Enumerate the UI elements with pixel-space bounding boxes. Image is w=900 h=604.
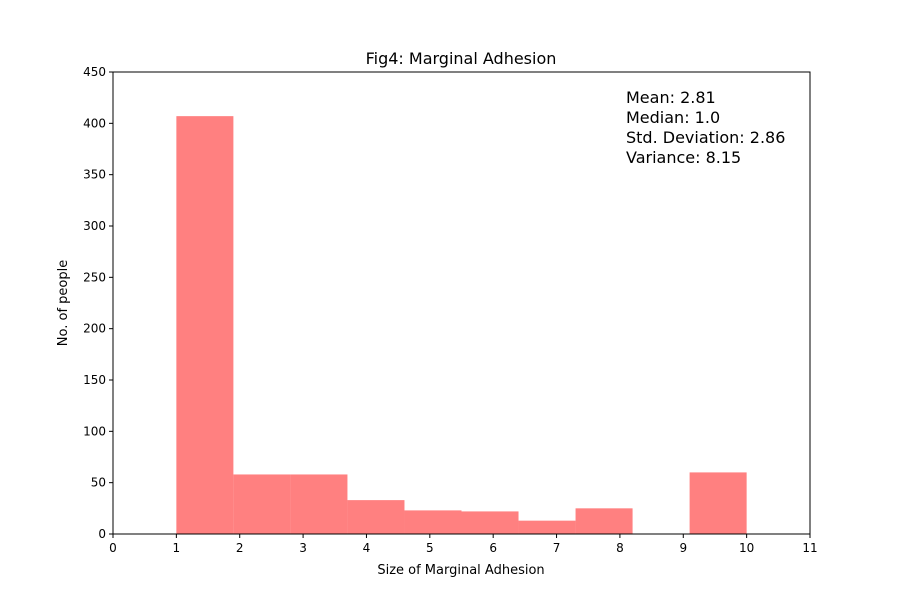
y-tick-label: 150 (83, 373, 106, 387)
x-tick-label: 8 (616, 541, 624, 555)
histogram-bar-7 (518, 520, 576, 534)
x-tick-label: 5 (426, 541, 434, 555)
x-tick-label: 4 (363, 541, 371, 555)
x-tick-label: 9 (679, 541, 687, 555)
y-axis-label: No. of people (56, 260, 71, 346)
histogram-bar-10 (689, 472, 747, 534)
histogram-bar-4 (347, 500, 405, 534)
histogram-bar-2 (233, 474, 291, 534)
x-tick-label: 2 (236, 541, 244, 555)
stats-annotation-line: Std. Deviation: 2.86 (626, 128, 785, 147)
x-axis-label: Size of Marginal Adhesion (377, 563, 544, 578)
y-tick-label: 0 (98, 527, 106, 541)
x-tick-label: 10 (739, 541, 754, 555)
y-tick-label: 50 (91, 476, 106, 490)
x-tick-label: 3 (299, 541, 307, 555)
x-tick-label: 0 (109, 541, 117, 555)
y-tick-label: 450 (83, 65, 106, 79)
stats-annotation-line: Variance: 8.15 (626, 148, 741, 167)
y-tick-label: 300 (83, 219, 106, 233)
y-tick-label: 400 (83, 116, 106, 130)
x-tick-label: 11 (802, 541, 817, 555)
y-tick-label: 350 (83, 168, 106, 182)
histogram-bar-1 (176, 116, 234, 534)
histogram-bar-5 (404, 510, 462, 534)
plot-frame (112, 71, 811, 535)
bars-group (176, 116, 747, 534)
x-tick-label: 6 (489, 541, 497, 555)
y-tick-label: 100 (83, 424, 106, 438)
x-axis-ticks: 0 1 2 3 4 5 6 7 8 9 10 11 (109, 534, 818, 555)
histogram-bar-6 (461, 511, 519, 534)
x-tick-label: 7 (553, 541, 561, 555)
stats-annotation-line: Mean: 2.81 (626, 88, 716, 107)
x-tick-label: 1 (173, 541, 181, 555)
stats-annotation-line: Median: 1.0 (626, 108, 720, 127)
y-tick-label: 200 (83, 322, 106, 336)
histogram-bar-8 (575, 508, 633, 534)
chart-title: Fig4: Marginal Adhesion (366, 49, 557, 68)
y-axis-ticks: 0 50 100 150 200 250 300 350 400 450 (83, 65, 113, 541)
histogram-bar-3 (290, 474, 348, 534)
y-tick-label: 250 (83, 270, 106, 284)
